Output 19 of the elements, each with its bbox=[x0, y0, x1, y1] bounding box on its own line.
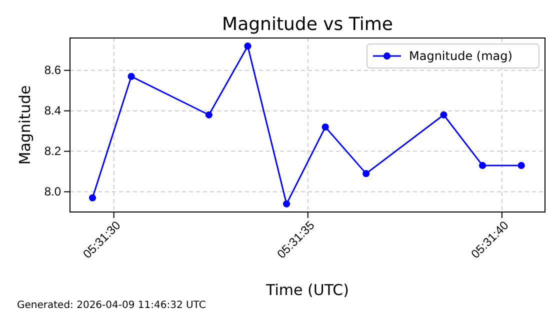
point bbox=[88, 194, 96, 202]
x-axis-title: Time (UTC) bbox=[265, 281, 349, 299]
y-tick-label: 8.6 bbox=[44, 63, 62, 78]
point bbox=[478, 162, 486, 170]
y-axis-title: Magnitude bbox=[16, 85, 34, 165]
y-tick-label: 8.2 bbox=[44, 144, 62, 158]
point bbox=[518, 162, 525, 170]
point bbox=[322, 123, 329, 131]
point bbox=[128, 72, 135, 80]
point bbox=[205, 111, 212, 118]
text: Generated: 2026-04-09 11:46:32 UTC bbox=[17, 300, 206, 311]
y-tick-label: 8.0 bbox=[44, 184, 62, 199]
y-tick-label: 8.4 bbox=[44, 104, 62, 118]
legend-label: Magnitude (mag) bbox=[409, 49, 512, 64]
point bbox=[244, 42, 252, 50]
point bbox=[362, 170, 370, 178]
point bbox=[440, 111, 448, 118]
chart-title: Magnitude vs Time bbox=[222, 14, 393, 35]
point bbox=[282, 200, 290, 208]
